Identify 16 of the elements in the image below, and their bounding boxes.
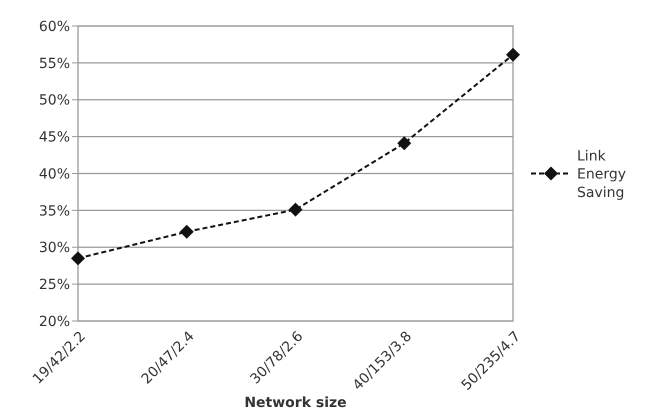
y-tick-label: 20%	[38, 314, 70, 330]
y-tick-label: 60%	[38, 18, 70, 35]
legend-label: Link Energy Saving	[577, 148, 626, 201]
y-tick-label: 30%	[38, 240, 70, 256]
y-tick-label: 25%	[38, 277, 70, 294]
y-tick-label: 40%	[38, 166, 70, 182]
x-axis-title: Network size	[244, 395, 347, 411]
point	[71, 251, 85, 266]
point	[506, 48, 520, 62]
y-tick-label: 55%	[38, 56, 70, 72]
y-tick-label: 50%	[38, 92, 70, 109]
point	[180, 224, 194, 239]
point	[288, 202, 302, 217]
point	[397, 136, 412, 150]
y-tick-label: 45%	[38, 130, 70, 146]
y-tick-label: 35%	[38, 203, 70, 220]
